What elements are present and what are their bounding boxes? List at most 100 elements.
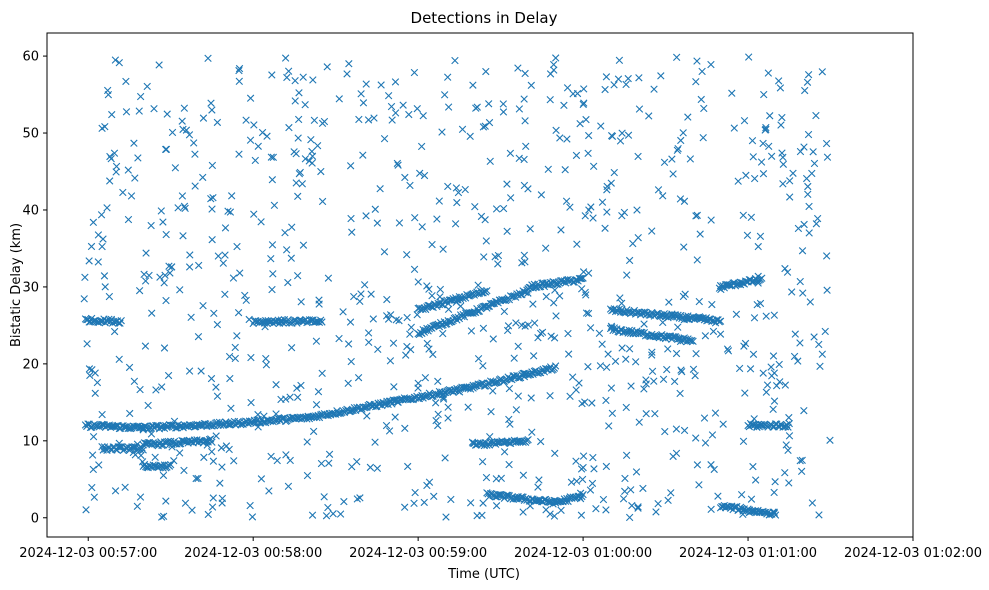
- data-point: [192, 474, 200, 483]
- data-point: [664, 496, 672, 505]
- data-point: [267, 452, 275, 461]
- data-point: [486, 432, 494, 441]
- x-axis-ticks: 2024-12-03 00:57:00 2024-12-03 00:58:00 20…: [19, 537, 982, 561]
- data-point: [383, 295, 391, 304]
- data-point: [307, 135, 315, 144]
- data-point: [346, 162, 355, 170]
- data-point: [524, 435, 532, 444]
- data-point: [528, 428, 536, 436]
- data-point: [568, 373, 577, 381]
- data-point: [514, 64, 522, 72]
- data-point: [810, 333, 818, 341]
- data-point: [125, 363, 134, 372]
- data-point: [771, 511, 780, 519]
- data-point: [551, 449, 559, 458]
- data-point: [581, 212, 589, 220]
- data-point: [159, 218, 167, 226]
- data-point: [317, 459, 326, 468]
- data-point: [582, 115, 590, 124]
- data-point: [209, 193, 217, 202]
- plot-frame: [46, 32, 914, 538]
- data-point: [576, 274, 585, 283]
- data-point: [410, 68, 419, 77]
- data-point: [741, 339, 750, 348]
- data-point: [400, 503, 409, 511]
- data-point: [98, 410, 106, 419]
- data-point: [550, 334, 559, 342]
- data-point: [444, 103, 453, 111]
- data-point: [673, 146, 682, 154]
- data-point: [186, 251, 194, 259]
- data-point: [520, 155, 528, 164]
- data-point: [512, 406, 521, 414]
- y-axis-label: Bistatic Delay (km): [9, 223, 24, 347]
- data-point: [526, 225, 534, 233]
- data-point: [288, 223, 296, 231]
- y-tick-label: 40: [22, 203, 39, 218]
- data-point: [91, 369, 99, 377]
- data-point: [413, 311, 421, 319]
- data-point: [769, 405, 777, 413]
- data-point: [100, 272, 109, 280]
- data-point: [268, 71, 276, 79]
- data-point: [157, 207, 165, 215]
- data-point: [453, 198, 461, 207]
- data-point: [586, 324, 595, 332]
- data-point: [376, 185, 384, 193]
- data-point: [414, 278, 422, 286]
- data-point: [663, 365, 671, 374]
- data-point: [684, 113, 692, 121]
- data-point: [242, 116, 250, 124]
- data-point: [759, 369, 767, 377]
- data-point: [621, 474, 629, 483]
- data-point: [504, 322, 513, 330]
- data-point: [608, 132, 617, 140]
- data-point: [387, 102, 396, 111]
- data-point: [783, 421, 791, 429]
- data-point: [774, 77, 783, 85]
- data-point: [674, 144, 682, 153]
- data-point: [94, 258, 102, 266]
- data-point: [693, 461, 702, 469]
- data-point: [785, 177, 794, 185]
- data-point: [366, 463, 375, 472]
- data-point: [809, 148, 817, 156]
- data-point: [518, 321, 526, 329]
- data-point: [265, 487, 273, 495]
- data-point: [556, 134, 564, 142]
- data-point: [536, 329, 545, 338]
- data-point: [611, 357, 620, 365]
- data-point: [93, 378, 102, 387]
- data-point: [466, 132, 474, 141]
- data-point: [785, 419, 793, 428]
- data-point: [770, 488, 778, 497]
- data-point: [781, 469, 789, 477]
- data-point: [812, 220, 821, 228]
- data-point: [473, 512, 481, 520]
- data-point: [305, 157, 313, 165]
- data-point: [796, 457, 804, 465]
- data-point: [634, 504, 642, 512]
- data-point: [442, 513, 450, 521]
- data-point: [672, 53, 681, 62]
- plot-area: [80, 53, 834, 522]
- data-point: [162, 296, 170, 305]
- data-point: [522, 142, 530, 150]
- data-point: [692, 349, 700, 358]
- data-point: [785, 413, 793, 422]
- x-tick-label: 2024-12-03 01:02:00: [844, 546, 982, 561]
- data-point: [180, 202, 189, 210]
- data-point: [546, 70, 555, 78]
- data-point: [743, 231, 752, 240]
- data-point: [246, 501, 254, 510]
- data-point: [343, 70, 351, 78]
- data-point: [179, 232, 187, 240]
- data-point: [622, 355, 630, 363]
- data-point: [822, 252, 831, 260]
- data-point: [762, 388, 771, 396]
- data-point: [756, 232, 765, 241]
- data-point: [212, 432, 220, 440]
- data-point: [430, 492, 438, 501]
- data-point: [563, 84, 572, 92]
- x-tick-label: 2024-12-03 01:01:00: [679, 546, 817, 561]
